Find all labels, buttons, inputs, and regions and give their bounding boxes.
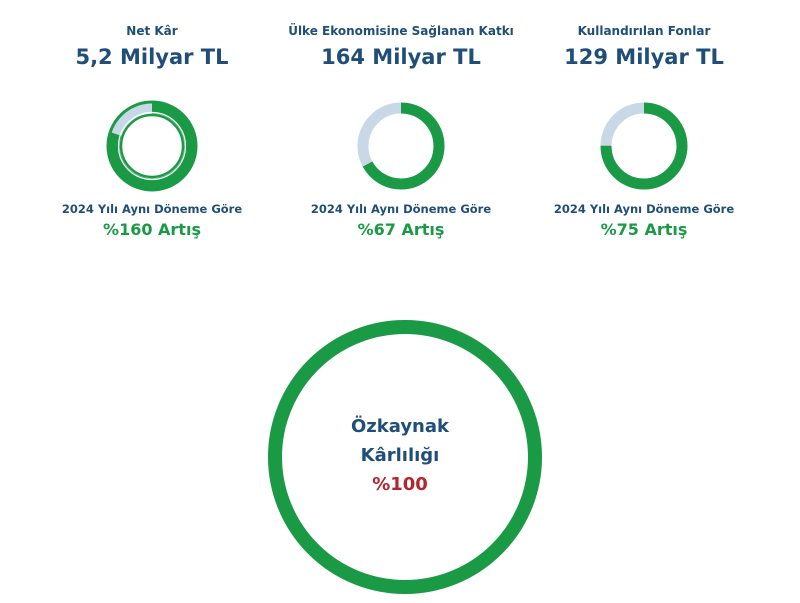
- kpi-value: 164 Milyar TL: [321, 45, 481, 69]
- kpi-value: 129 Milyar TL: [564, 45, 724, 69]
- kpi-title: Ülke Ekonomisine Sağlanan Katkı: [288, 24, 514, 38]
- roe-value: %100: [372, 474, 428, 495]
- roe-title-line1: Özkaynak: [350, 416, 449, 437]
- kpi-caption: 2024 Yılı Aynı Döneme Göre: [310, 202, 492, 216]
- roe-title-line2: Kârlılığı: [360, 445, 440, 466]
- kpi-change: %75 Artış: [600, 220, 688, 239]
- kpi-change: %160 Artış: [103, 220, 201, 239]
- donut-inner-ring: [119, 113, 185, 179]
- kpi-title: Kullandırılan Fonlar: [577, 24, 711, 38]
- kpi-change: %67 Artış: [357, 220, 445, 239]
- donut-outer-ring: [106, 100, 198, 192]
- kpi-value: 5,2 Milyar TL: [75, 45, 229, 69]
- ring-fill-arc: [268, 320, 542, 594]
- donut-fill-arc: [108, 102, 196, 190]
- kpi-caption: 2024 Yılı Aynı Döneme Göre: [61, 202, 243, 216]
- donut-chart-ulke-ekonomisi: [357, 102, 445, 190]
- kpi-title: Net Kâr: [126, 24, 178, 38]
- donut-chart-net-kar: [106, 100, 198, 192]
- kpi-caption: 2024 Yılı Aynı Döneme Göre: [553, 202, 735, 216]
- donut-fill-arc: [357, 102, 445, 190]
- donut-fill-arc: [600, 102, 688, 190]
- ring-chart-ozkaynak-karliligi: [268, 320, 542, 594]
- donut-ring-gap: [117, 111, 187, 181]
- donut-chart-kullandirilan-fonlar: [600, 102, 688, 190]
